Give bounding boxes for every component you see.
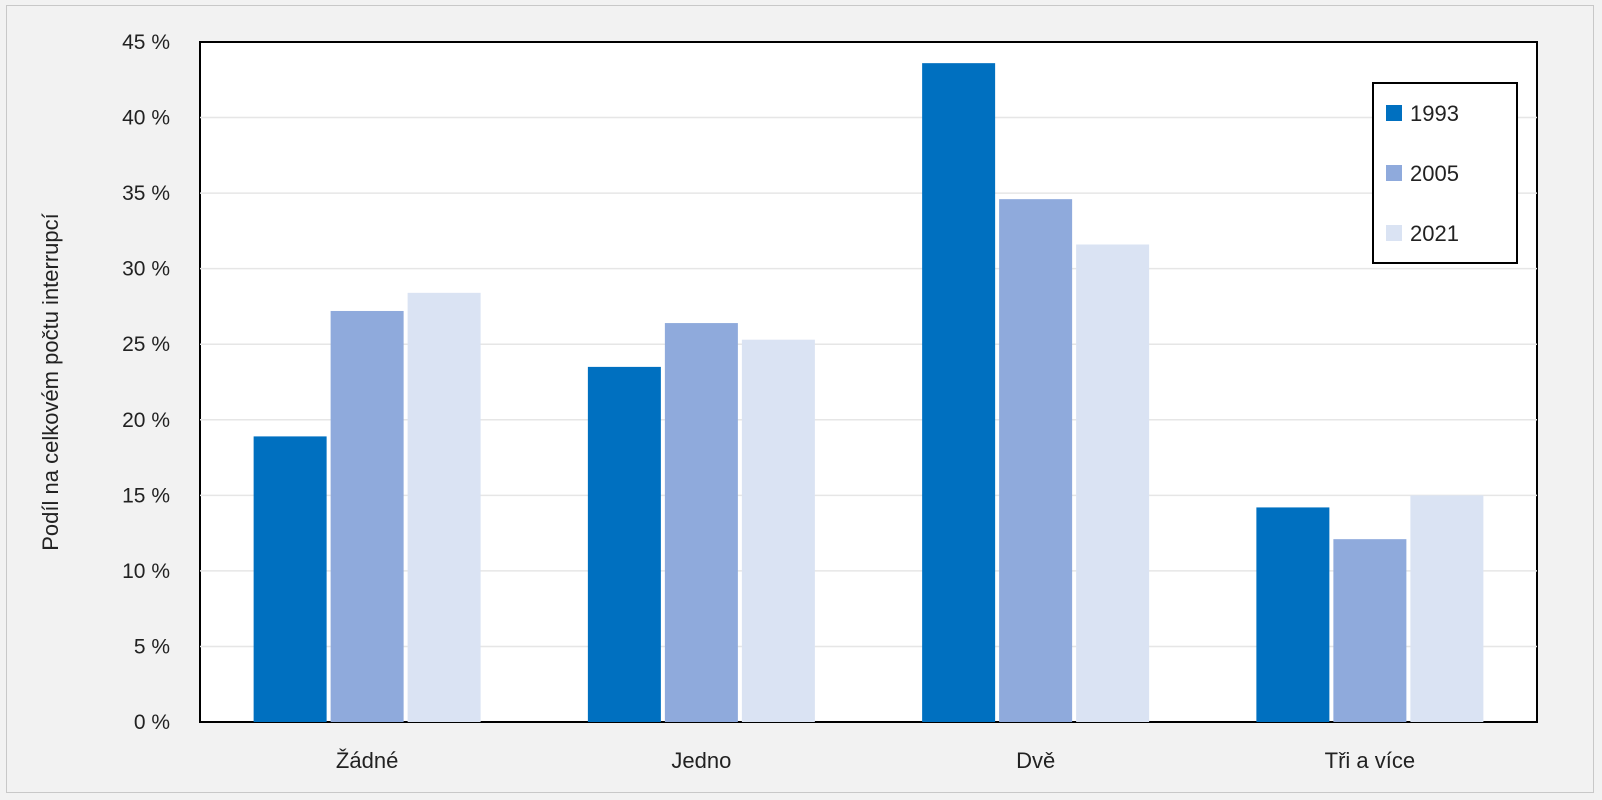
y-tick-label: 40 % [122,107,170,130]
y-tick-label: 15 % [122,484,170,507]
x-category-label: Žádné [336,748,398,773]
legend-swatch-2021 [1386,225,1402,241]
y-tick-label: 45 % [122,31,170,54]
bar-1993 [922,63,996,722]
y-tick-label: 30 % [122,258,170,281]
bar-2005 [1333,539,1407,722]
legend-label: 1993 [1410,101,1459,126]
legend-swatch-1993 [1386,105,1402,121]
x-axis-categories: Žádné Jedno Dvě Tři a více [336,748,1415,773]
bar-1993 [253,436,327,722]
bar-2021 [1076,244,1150,722]
legend-label: 2005 [1410,161,1459,186]
y-axis-ticks: 0 % 5 % 10 % 15 % 20 % 25 % 30 % 35 % 40 % 45 % [122,31,170,734]
x-category-label: Jedno [671,748,731,773]
y-tick-label: 10 % [122,560,170,583]
bar-2005 [664,323,738,722]
y-tick-label: 25 % [122,333,170,356]
bar-1993 [1256,507,1330,722]
legend-label: 2021 [1410,221,1459,246]
bar-2005 [330,310,404,722]
x-category-label: Dvě [1016,748,1055,773]
bar-2005 [999,199,1073,723]
bar-2021 [407,292,481,722]
bars [253,63,1484,723]
legend: 1993 2005 2021 [1372,82,1518,264]
y-tick-label: 35 % [122,182,170,205]
y-tick-label: 5 % [134,635,170,658]
y-axis-title: Podíl na celkovém počtu interrupcí [38,213,63,551]
bar-2021 [741,339,815,722]
x-category-label: Tři a více [1325,748,1415,773]
legend-swatch-2005 [1386,165,1402,181]
bar-2021 [1410,495,1484,722]
y-tick-label: 20 % [122,409,170,432]
y-tick-label: 0 % [134,711,170,734]
bar-1993 [587,366,661,722]
